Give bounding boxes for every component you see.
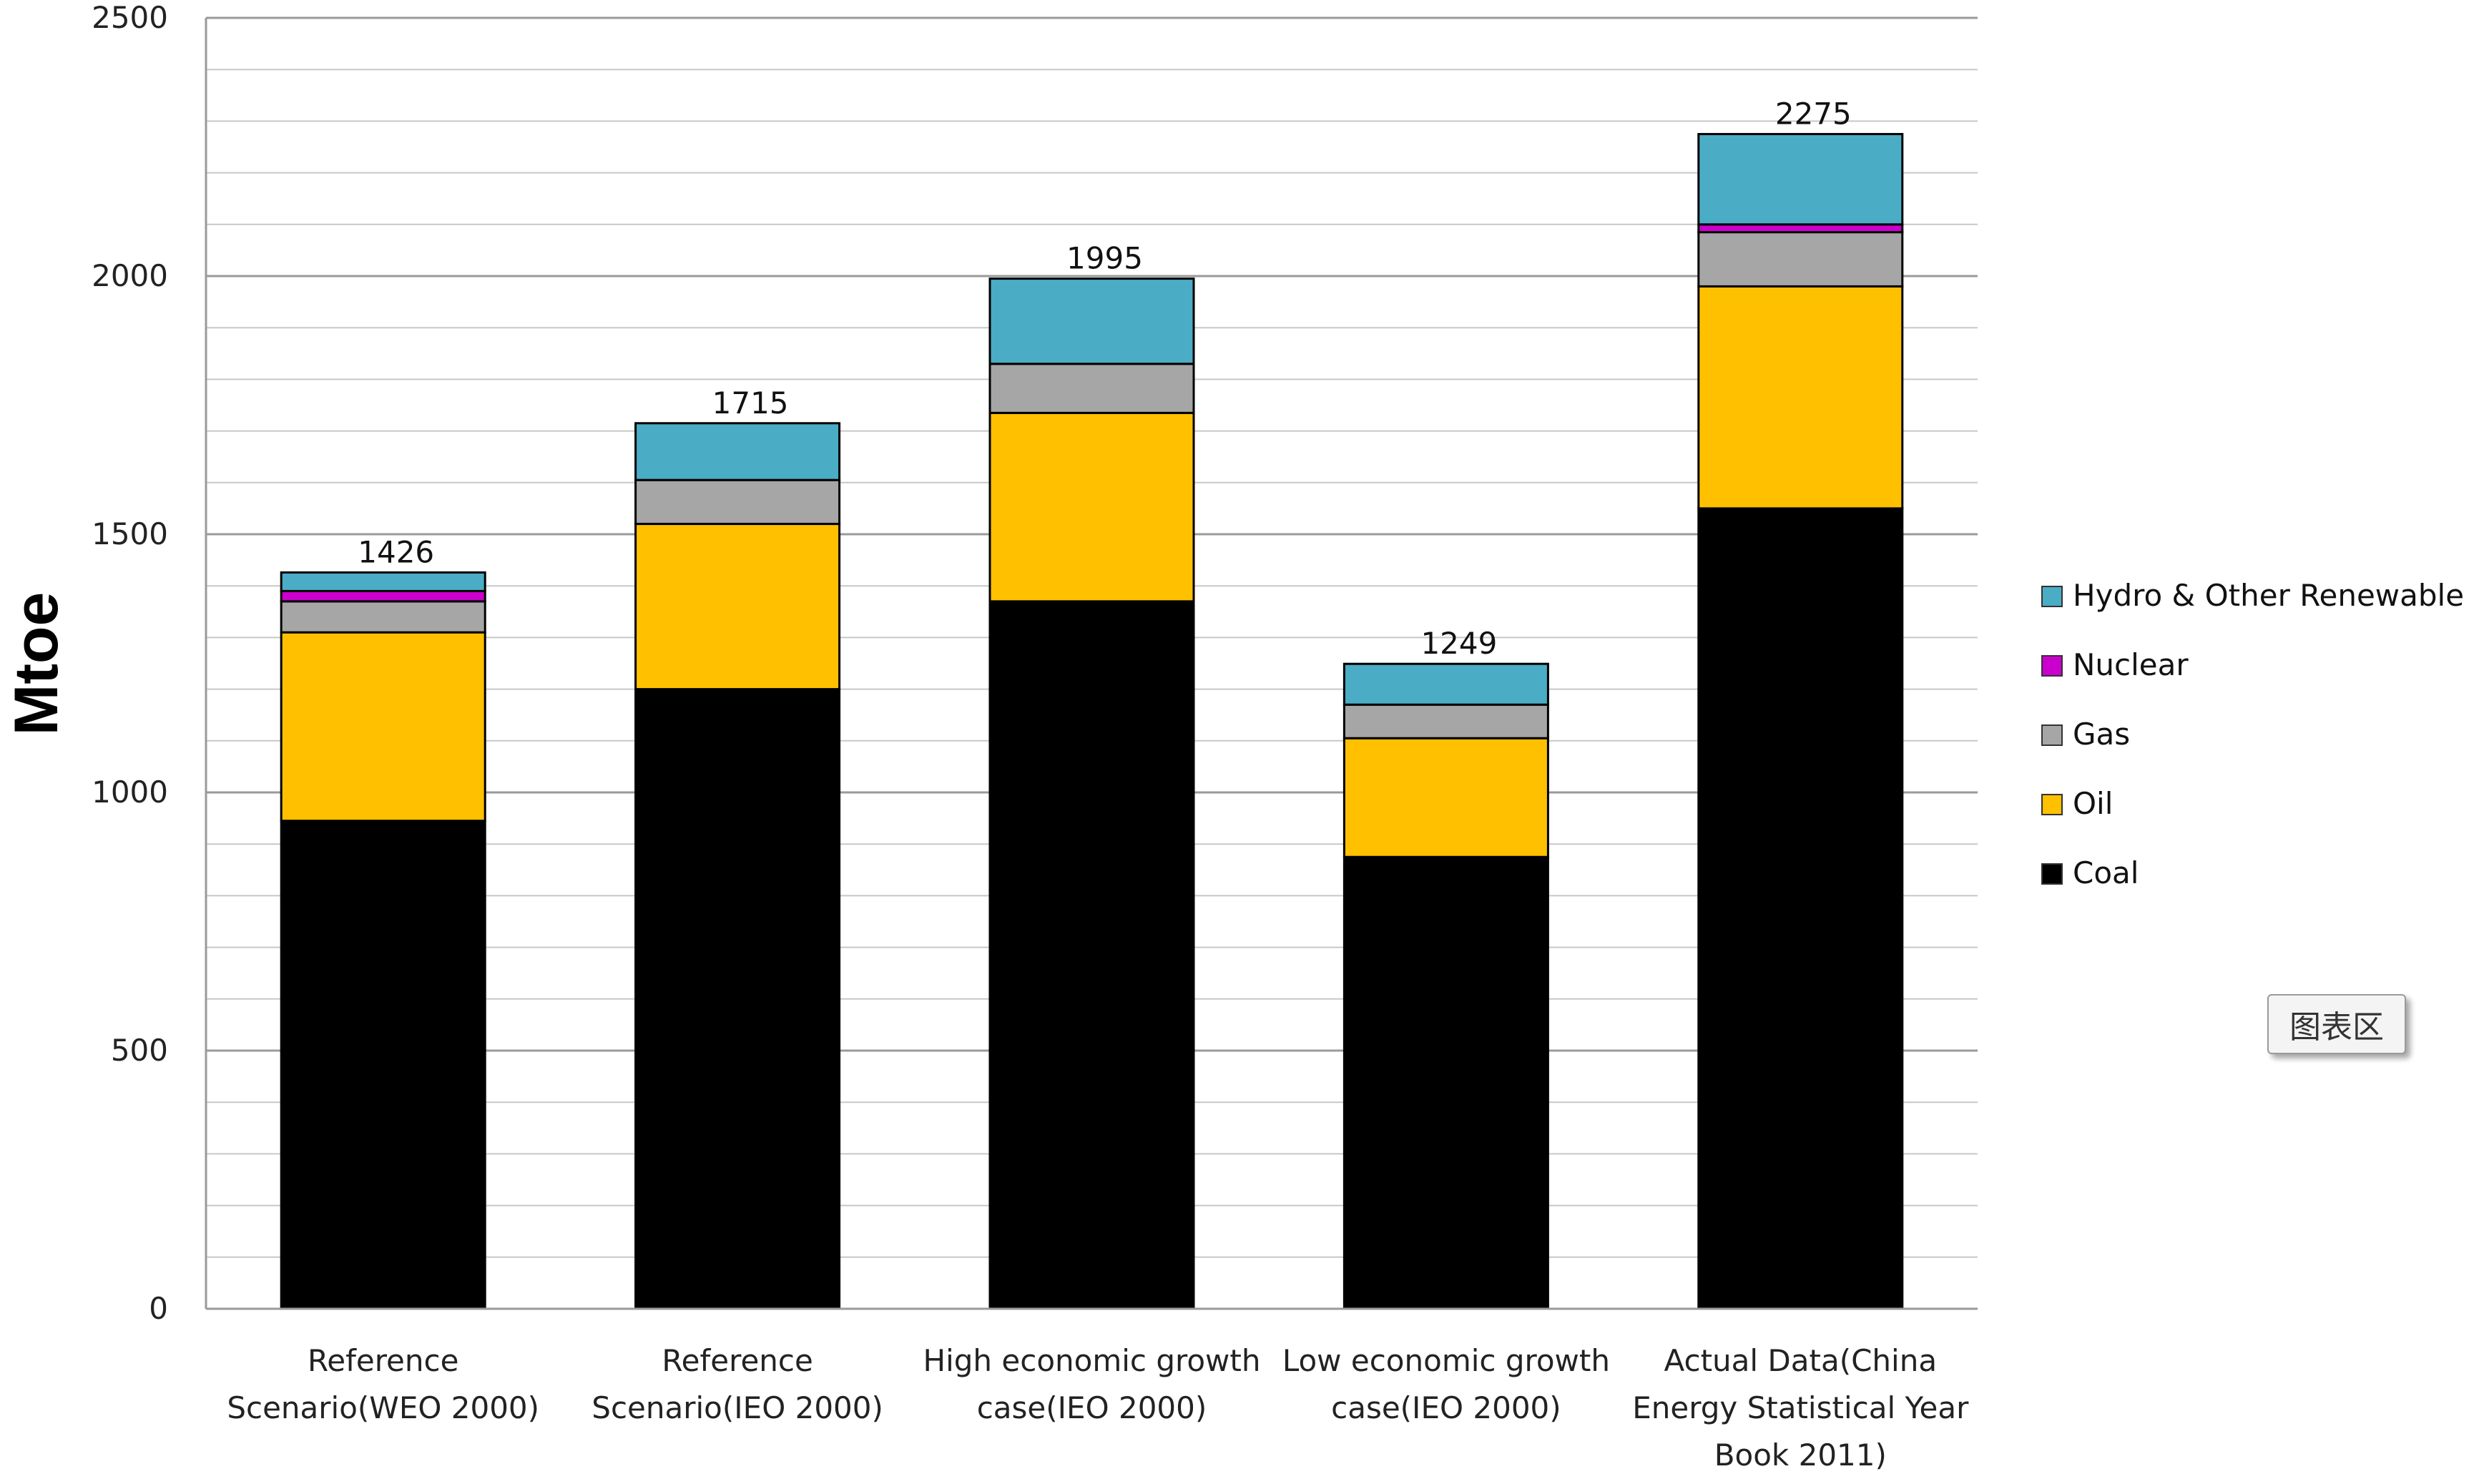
legend-label: Coal bbox=[2073, 855, 2139, 890]
bar-segment-hydro-other-renewable bbox=[1697, 132, 1904, 226]
y-tick-label: 1500 bbox=[92, 516, 168, 551]
y-tick-label: 0 bbox=[149, 1291, 168, 1326]
bar-segment-gas bbox=[1342, 703, 1549, 739]
category-labels: Reference Scenario(WEO 2000) Reference Scen… bbox=[227, 1343, 1969, 1473]
bar-segment-oil bbox=[988, 411, 1195, 603]
legend-label: Gas bbox=[2073, 717, 2130, 752]
category-label: Reference Scenario(IEO 2000) bbox=[591, 1343, 883, 1425]
y-tick-label: 500 bbox=[111, 1033, 168, 1068]
bar-segment-oil bbox=[280, 631, 486, 822]
legend-swatch bbox=[2041, 863, 2063, 885]
bar-segment-hydro-other-renewable bbox=[988, 277, 1195, 365]
y-axis-ticks: 0 500 1000 1500 2000 2500 bbox=[92, 0, 168, 1326]
axes bbox=[205, 18, 1978, 1310]
bar-segment-nuclear bbox=[1697, 223, 1904, 234]
legend-label: Oil bbox=[2073, 786, 2113, 821]
bar-segment-coal bbox=[1697, 507, 1904, 1310]
total-label: 1715 bbox=[712, 385, 789, 421]
category-label: Low economic growth case(IEO 2000) bbox=[1282, 1343, 1610, 1425]
legend: Hydro & Other Renewable Nuclear Gas Oil Coal bbox=[2041, 578, 2464, 890]
chart-area-tooltip: 图表区 bbox=[2267, 994, 2406, 1054]
bar-segment-gas bbox=[1697, 231, 1904, 288]
bar-segment-coal bbox=[280, 820, 486, 1310]
bar-stack bbox=[988, 277, 1195, 1310]
bar-segment-gas bbox=[988, 363, 1195, 414]
bar-segment-hydro-other-renewable bbox=[634, 422, 841, 481]
bar-segment-nuclear bbox=[280, 589, 486, 603]
bar-segment-coal bbox=[988, 600, 1195, 1310]
legend-item: Coal bbox=[2041, 855, 2139, 890]
legend-swatch bbox=[2041, 794, 2063, 815]
y-tick-label: 2500 bbox=[92, 0, 168, 35]
bar-stack bbox=[1342, 662, 1549, 1310]
bar-stack bbox=[1697, 132, 1904, 1310]
total-label: 1426 bbox=[358, 534, 434, 569]
bar-segment-oil bbox=[1342, 737, 1549, 858]
bar-segment-hydro-other-renewable bbox=[280, 571, 486, 592]
bars bbox=[280, 132, 1904, 1310]
total-labels: 1426 1715 1995 1249 2275 bbox=[358, 96, 1851, 661]
legend-swatch bbox=[2041, 586, 2063, 607]
total-label: 2275 bbox=[1775, 96, 1852, 131]
legend-item: Oil bbox=[2041, 786, 2113, 821]
bar-segment-gas bbox=[280, 600, 486, 634]
legend-swatch bbox=[2041, 655, 2063, 677]
category-label: Actual Data(China Energy Statistical Year… bbox=[1632, 1343, 1969, 1473]
bar-segment-oil bbox=[1697, 285, 1904, 510]
legend-label: Hydro & Other Renewable bbox=[2073, 578, 2464, 613]
legend-item: Hydro & Other Renewable bbox=[2041, 578, 2464, 613]
legend-item: Nuclear bbox=[2041, 647, 2189, 682]
y-axis-title: Mtoe bbox=[2, 592, 71, 736]
legend-swatch bbox=[2041, 724, 2063, 746]
category-label: Reference Scenario(WEO 2000) bbox=[227, 1343, 539, 1425]
bar-segment-gas bbox=[634, 478, 841, 526]
total-label: 1249 bbox=[1420, 626, 1497, 661]
legend-item: Gas bbox=[2041, 717, 2130, 752]
bar-segment-coal bbox=[1342, 855, 1549, 1310]
total-label: 1995 bbox=[1066, 241, 1143, 276]
bar-segment-coal bbox=[634, 688, 841, 1310]
bar-stack bbox=[634, 422, 841, 1310]
y-tick-label: 2000 bbox=[92, 258, 168, 293]
bar-segment-oil bbox=[634, 523, 841, 691]
category-label: High economic growth case(IEO 2000) bbox=[923, 1343, 1261, 1425]
bar-segment-hydro-other-renewable bbox=[1342, 662, 1549, 706]
bar-stack bbox=[280, 571, 486, 1310]
y-tick-label: 1000 bbox=[92, 775, 168, 810]
legend-label: Nuclear bbox=[2073, 647, 2189, 682]
